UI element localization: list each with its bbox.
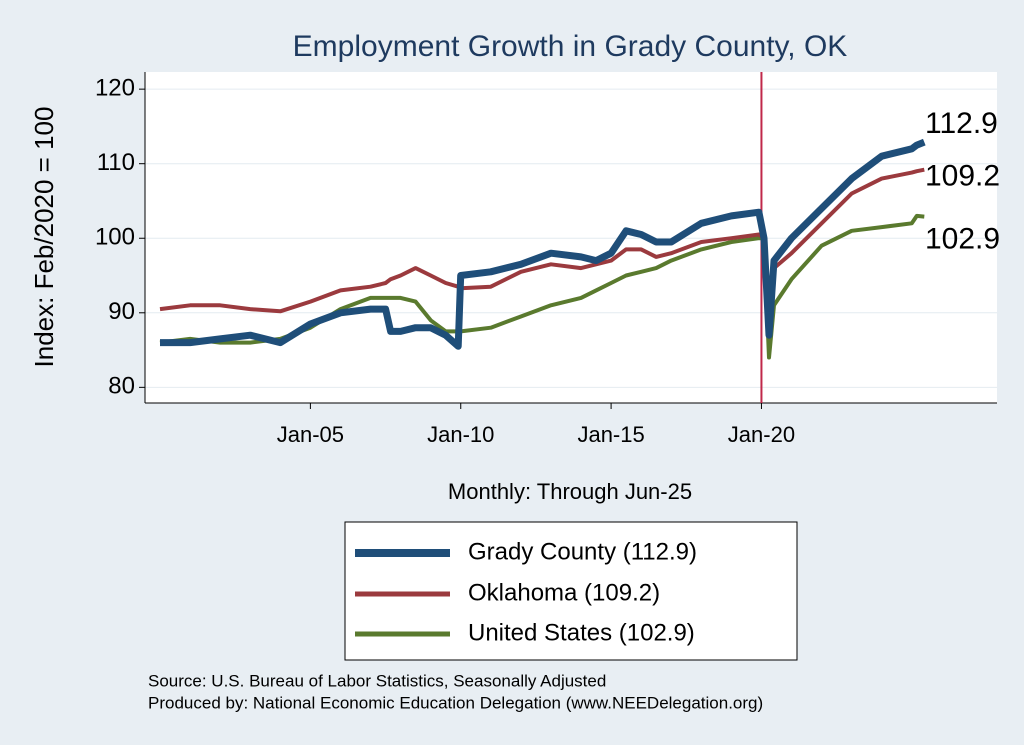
legend [344, 521, 798, 661]
y-tick-label: 90 [108, 298, 135, 325]
y-axis-label: Index: Feb/2020 = 100 [29, 107, 59, 368]
legend-label: United States (102.9) [468, 619, 695, 646]
y-tick-label: 100 [95, 224, 135, 251]
end-value-label: 109.2 [925, 160, 1000, 193]
end-value-label: 102.9 [925, 223, 1000, 256]
plot-area [145, 72, 997, 403]
legend-label: Grady County (112.9) [468, 538, 697, 565]
series-line [160, 138, 926, 350]
chart-title: Employment Growth in Grady County, OK [293, 30, 848, 63]
y-tick-label: 120 [95, 74, 135, 101]
end-value-label: 112.9 [925, 107, 998, 140]
x-axis-label: Monthly: Through Jun-25 [448, 479, 692, 504]
series-line [159, 167, 925, 330]
y-tick-label: 80 [108, 373, 135, 400]
legend-label: Oklahoma (109.2) [468, 579, 660, 606]
source-note: Source: U.S. Bureau of Labor Statistics,… [148, 671, 606, 690]
series-line [159, 213, 925, 360]
x-tick-label: Jan-15 [577, 422, 644, 447]
producer-note: Produced by: National Economic Education… [148, 693, 763, 712]
y-tick-label: 110 [97, 149, 135, 176]
x-tick-label: Jan-10 [427, 422, 494, 447]
x-tick-label: Jan-20 [728, 422, 795, 447]
x-tick-label: Jan-05 [277, 422, 344, 447]
